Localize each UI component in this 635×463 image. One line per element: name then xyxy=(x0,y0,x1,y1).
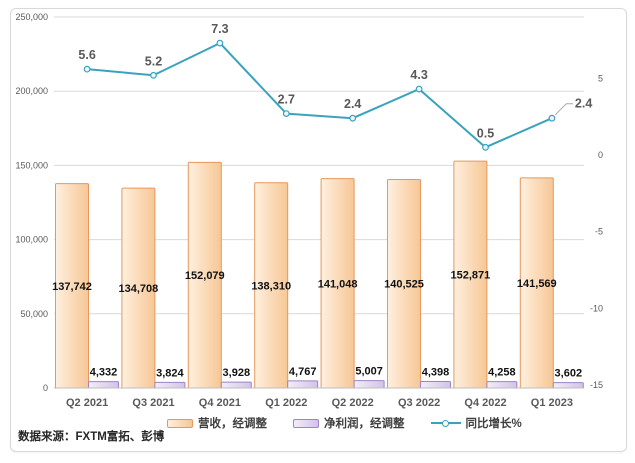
revenue-bar-label: 152,079 xyxy=(185,270,225,282)
x-axis-category-label: Q4 2021 xyxy=(199,397,241,409)
growth-point-marker xyxy=(216,39,224,47)
profit-bar-label: 4,767 xyxy=(289,366,317,378)
legend-label-growth: 同比增长% xyxy=(465,418,522,430)
profit-bar xyxy=(154,381,186,389)
profit-swatch-icon xyxy=(293,418,319,428)
profit-bar-label: 3,602 xyxy=(555,368,583,380)
growth-point-label: 0.5 xyxy=(477,126,494,140)
profit-bar xyxy=(486,381,518,389)
revenue-bar-label: 137,742 xyxy=(52,281,92,293)
legend-label-profit: 净利润，经调整 xyxy=(324,418,405,430)
growth-point-marker xyxy=(349,114,357,122)
growth-line xyxy=(87,42,553,149)
growth-point-label: 7.3 xyxy=(211,22,228,36)
revenue-bar-label: 138,310 xyxy=(251,280,291,292)
revenue-bar-label: 141,569 xyxy=(517,278,557,290)
growth-point-label: 2.4 xyxy=(575,97,592,111)
x-axis-category-label: Q4 2022 xyxy=(464,397,506,409)
revenue-bar-label: 134,708 xyxy=(119,283,159,295)
profit-bar xyxy=(220,381,252,389)
x-axis-category-label: Q1 2023 xyxy=(531,397,573,409)
growth-line-icon xyxy=(430,419,461,428)
profit-bar-label: 3,824 xyxy=(156,367,184,379)
revenue-bar-label: 140,525 xyxy=(384,279,424,291)
left-axis-tick-label: 0 xyxy=(43,383,48,393)
growth-marker-icon xyxy=(441,419,449,427)
right-axis-tick-label: 5 xyxy=(598,73,603,83)
growth-point-label: 5.6 xyxy=(78,48,95,62)
right-axis-tick-label: -15 xyxy=(590,380,603,390)
growth-point-label: 2.4 xyxy=(344,97,361,111)
profit-bar-label: 4,258 xyxy=(488,367,516,379)
legend-item-revenue: 营收，经调整 xyxy=(167,415,267,431)
x-axis-category-label: Q2 2021 xyxy=(66,397,108,409)
x-axis-category-label: Q1 2022 xyxy=(265,397,307,409)
growth-point-label: 2.7 xyxy=(278,93,295,107)
legend-item-growth: 同比增长% xyxy=(430,415,522,431)
x-axis-category-label: Q3 2022 xyxy=(398,397,440,409)
growth-point-label: 4.3 xyxy=(410,68,427,82)
right-axis-tick-label: 0 xyxy=(598,150,603,160)
legend-item-profit: 净利润，经调整 xyxy=(293,415,405,431)
growth-point-marker xyxy=(415,85,423,93)
revenue-swatch-icon xyxy=(167,418,193,428)
growth-point-label: 5.2 xyxy=(145,54,162,68)
chart-legend: 营收，经调整 净利润，经调整 同比增长% xyxy=(167,415,522,431)
growth-label-leader-line xyxy=(554,103,573,116)
profit-bar xyxy=(552,382,584,389)
left-axis-tick-label: 100,000 xyxy=(15,235,48,245)
profit-bar xyxy=(420,380,451,389)
left-axis-tick-label: 50,000 xyxy=(20,309,48,319)
profit-bar xyxy=(287,380,319,389)
left-axis-tick-label: 200,000 xyxy=(15,86,48,96)
right-axis-tick-label: -10 xyxy=(590,303,603,313)
left-axis-tick-label: 150,000 xyxy=(15,160,48,170)
x-axis-category-label: Q2 2022 xyxy=(332,397,374,409)
growth-point-marker xyxy=(150,71,157,79)
growth-point-marker xyxy=(548,114,556,122)
profit-bar-label: 4,332 xyxy=(90,367,118,379)
legend-label-revenue: 营收，经调整 xyxy=(198,418,267,430)
revenue-bar-label: 141,048 xyxy=(318,278,358,290)
revenue-bar-label: 152,871 xyxy=(451,270,491,282)
profit-bar xyxy=(353,380,385,389)
right-axis-tick-label: -5 xyxy=(595,227,603,237)
growth-point-marker xyxy=(482,143,489,151)
profit-bar xyxy=(88,381,119,389)
growth-point-marker xyxy=(83,65,91,73)
left-axis-tick-label: 250,000 xyxy=(15,12,48,22)
source-note: 数据来源：FXTM富拓、彭博 xyxy=(18,431,165,443)
growth-point-marker xyxy=(282,110,290,118)
profit-bar-label: 4,398 xyxy=(422,366,450,378)
x-axis-category-label: Q3 2021 xyxy=(132,397,174,409)
profit-bar-label: 3,928 xyxy=(223,367,251,379)
profit-bar-label: 5,007 xyxy=(355,366,383,378)
